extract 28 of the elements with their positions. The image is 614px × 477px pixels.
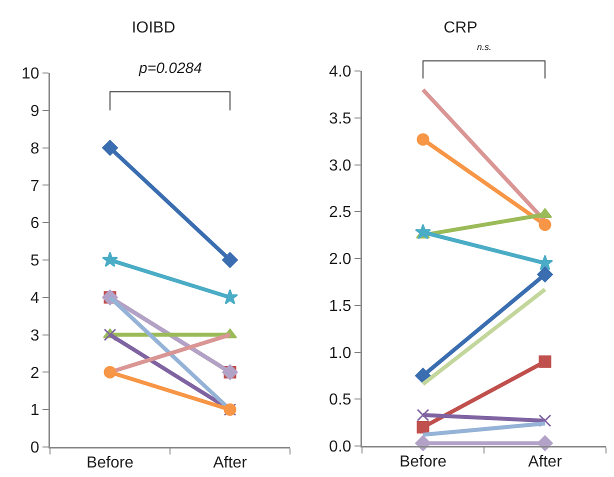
y-tick-label: 8 <box>30 140 40 158</box>
y-tick-label: 3.5 <box>329 110 352 128</box>
y-tick-label: 2 <box>30 364 40 382</box>
y-tick-label: 1.5 <box>329 298 352 315</box>
y-tick-label: 3 <box>30 327 40 344</box>
y-tick-label: 10 <box>22 66 40 83</box>
y-tick-label: 0.0 <box>329 438 352 456</box>
annotation: p=0.0284 <box>138 60 202 77</box>
y-tick-label: 4.0 <box>329 64 352 81</box>
y-tick-label: 1.0 <box>329 344 352 362</box>
y-tick-label: 4 <box>30 290 40 307</box>
y-tick-label: 6 <box>30 215 40 232</box>
y-tick-label: 1 <box>30 402 40 420</box>
text: n.s. <box>477 42 492 52</box>
y-tick-label: 3.0 <box>329 157 352 174</box>
x-tick-label: Before <box>86 454 134 472</box>
x-tick-label: After <box>528 454 563 471</box>
y-tick-label: 7 <box>30 178 40 195</box>
y-tick-label: 0.5 <box>329 392 352 409</box>
x-tick-label: Before <box>399 454 447 471</box>
y-tick-label: 2.0 <box>329 251 352 268</box>
y-tick-label: 0 <box>30 440 40 457</box>
y-tick-label: 9 <box>30 103 40 120</box>
x-tick-label: After <box>213 454 248 472</box>
y-tick-label: 5 <box>30 252 40 270</box>
chart-title: CRP <box>444 20 478 37</box>
chart-title: IOIBD <box>132 20 176 37</box>
y-tick-label: 2.5 <box>329 204 352 222</box>
